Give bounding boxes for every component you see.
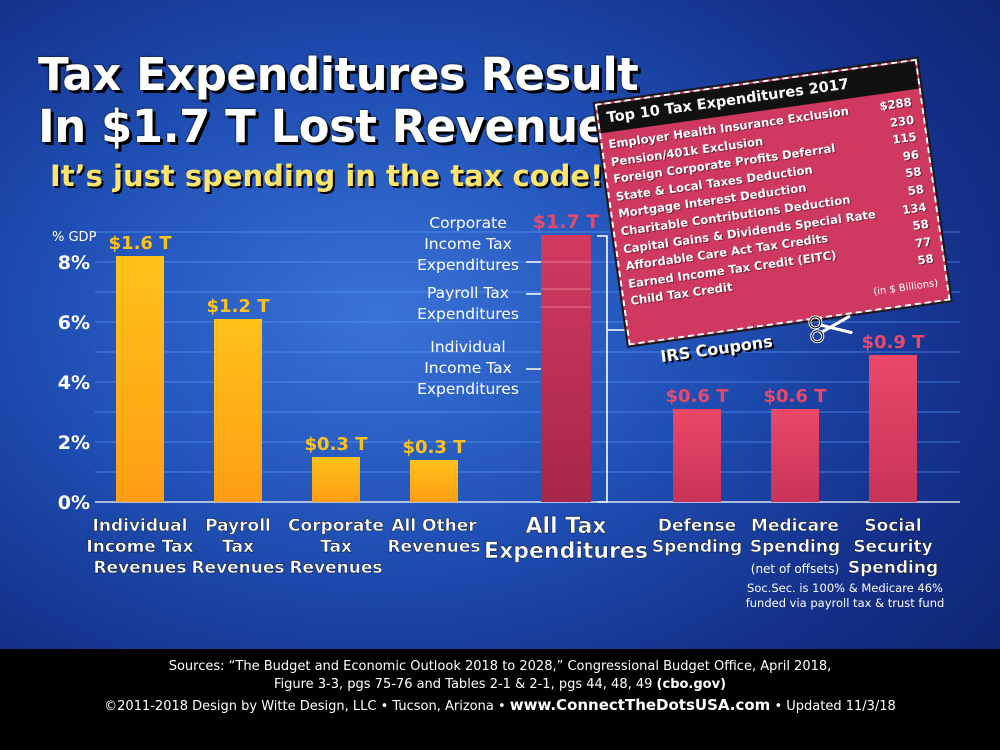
y-tick-label: 8%	[58, 252, 90, 274]
site-url[interactable]: www.ConnectTheDotsUSA.com	[509, 696, 771, 714]
stack-segment-label: Corporate	[429, 214, 507, 232]
category-label: Tax	[320, 537, 352, 557]
footer	[0, 649, 1000, 750]
coupon-unit: (in $ Billions)	[872, 277, 939, 298]
y-tick-label: 2%	[58, 432, 90, 454]
category-label: All Other	[391, 516, 477, 536]
category-label: Payroll	[205, 516, 271, 536]
category-label: Corporate	[288, 516, 384, 536]
stack-segment-label: Payroll Tax	[427, 284, 509, 302]
category-label: Income Tax	[86, 537, 193, 557]
bar	[771, 409, 819, 502]
category-label: All Tax	[526, 514, 607, 539]
category-label: Spending	[652, 537, 742, 557]
chart-title-line-2: In $1.7 T Lost Revenue	[38, 100, 608, 153]
category-label: Tax	[222, 537, 254, 557]
y-tick-label: 4%	[58, 372, 90, 394]
chart-title-line-1: Tax Expenditures Result	[38, 48, 639, 101]
stack-segment-label: Expenditures	[417, 380, 519, 398]
sources-line-2-text: Figure 3-3, pgs 75-76 and Tables 2-1 & 2…	[273, 677, 653, 692]
data-label: $1.2 T	[207, 296, 271, 317]
bar	[214, 319, 262, 502]
sources-line-2: Figure 3-3, pgs 75-76 and Tables 2-1 & 2…	[0, 677, 1000, 692]
data-label: $0.6 T	[666, 386, 730, 407]
sources-site: (cbo.gov)	[656, 677, 727, 692]
category-note: (net of offsets)	[751, 562, 839, 576]
scissors-icon	[808, 315, 853, 344]
category-label: Revenues	[93, 558, 186, 578]
bar	[673, 409, 721, 502]
data-label: $0.3 T	[403, 437, 467, 458]
bar	[116, 256, 164, 502]
sources-line-1: Sources: “The Budget and Economic Outloo…	[168, 659, 832, 674]
credit-line: ©2011-2018 Design by Witte Design, LLC •…	[0, 696, 1000, 714]
category-label: Revenues	[289, 558, 382, 578]
irs-coupon: Top 10 Tax Expenditures 2017 Employer He…	[592, 56, 954, 372]
category-label: Revenues	[387, 537, 480, 557]
chart-subtitle: It’s just spending in the tax code!	[50, 159, 604, 193]
y-tick-label: 0%	[58, 492, 90, 514]
coupon-body: Top 10 Tax Expenditures 2017 Employer He…	[592, 56, 953, 348]
category-label: Individual	[93, 516, 188, 536]
stack-segment-label: Expenditures	[417, 256, 519, 274]
chart-footnote: Soc.Sec. is 100% & Medicare 46% funded v…	[745, 581, 945, 610]
y-axis-label: % GDP	[52, 230, 97, 245]
category-label: Revenues	[191, 558, 284, 578]
data-label: $1.6 T	[109, 233, 173, 254]
category-label: Security	[853, 537, 932, 557]
bar	[869, 355, 917, 502]
data-label: $0.9 T	[862, 332, 926, 353]
data-label: $1.7 T	[533, 211, 599, 233]
bar	[410, 460, 458, 502]
category-label: Expenditures	[484, 539, 648, 564]
data-label: $0.3 T	[305, 434, 369, 455]
y-tick-label: 6%	[58, 312, 90, 334]
bar	[312, 457, 360, 502]
stack-segment-label: Individual	[430, 338, 506, 356]
updated-text: • Updated 11/3/18	[774, 699, 896, 714]
coupon-item-value: 58	[916, 251, 935, 268]
bar	[541, 235, 591, 502]
stack-segment-label: Expenditures	[417, 305, 519, 323]
coupon-list: Employer Health Insurance Exclusion $288 P…	[607, 93, 940, 311]
category-label: Medicare	[751, 516, 839, 536]
stack-segment-label: Income Tax	[424, 359, 512, 377]
category-label: Spending	[848, 558, 938, 578]
credit-text: ©2011-2018 Design by Witte Design, LLC •…	[104, 699, 506, 714]
data-label: $0.6 T	[764, 386, 828, 407]
category-label: Spending	[750, 537, 840, 557]
category-label: Social	[864, 516, 921, 536]
stack-segment-label: Income Tax	[424, 235, 512, 253]
category-label: Defense	[658, 516, 736, 536]
